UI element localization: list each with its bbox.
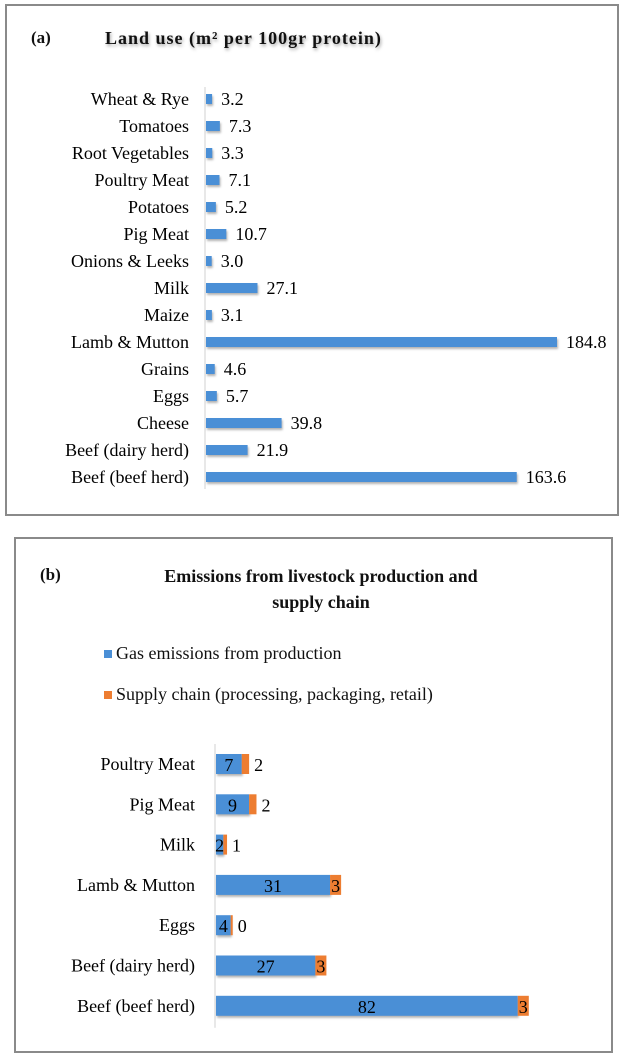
legend-item-production: Gas emissions from production	[104, 643, 341, 664]
category-label: Onions & Leeks	[71, 251, 189, 271]
bar-production	[216, 794, 250, 815]
value-label: 39.8	[291, 413, 323, 433]
value-label: 3.2	[221, 89, 244, 109]
bar	[206, 148, 213, 158]
value-label: 184.8	[566, 332, 607, 352]
value-label: 21.9	[257, 440, 289, 460]
bar-supply-chain	[241, 754, 250, 774]
value-label-production: 7	[224, 755, 233, 775]
bar	[206, 283, 258, 293]
bar	[206, 94, 213, 104]
value-label: 27.1	[266, 278, 298, 298]
emissions-panel: (b) Emissions from livestock production …	[14, 537, 613, 1053]
bar-production	[216, 834, 224, 855]
category-label: Beef (dairy herd)	[65, 440, 189, 461]
value-label-production: 2	[215, 836, 224, 856]
category-label: Grains	[141, 359, 189, 379]
bar	[206, 337, 557, 347]
bar-supply-chain	[330, 874, 342, 895]
value-label: 5.2	[225, 197, 248, 217]
bar	[206, 364, 215, 374]
value-label: 7.1	[228, 170, 251, 190]
bar-supply-chain	[249, 794, 257, 815]
bar	[206, 445, 248, 455]
legend-item-supply-chain: Supply chain (processing, packaging, ret…	[104, 684, 433, 705]
panel-tag-b: (b)	[40, 565, 61, 584]
category-label: Wheat & Rye	[91, 89, 189, 109]
panel-tag-a: (a)	[31, 28, 51, 47]
value-label-production: 82	[358, 997, 376, 1017]
category-label: Eggs	[159, 915, 195, 935]
value-label: 3.1	[221, 305, 244, 325]
value-label: 10.7	[235, 224, 267, 244]
category-label: Pig Meat	[130, 794, 196, 814]
bar	[206, 175, 220, 185]
category-label: Milk	[160, 835, 195, 855]
chart-title-a: Land use (m² per 100gr protein)	[105, 28, 382, 48]
chart-title-b-line1: Emissions from livestock production and	[164, 566, 478, 586]
bar-supply-chain	[517, 995, 529, 1016]
value-label-supply-chain: 1	[232, 836, 241, 856]
category-label: Beef (dairy herd)	[71, 956, 195, 977]
bar	[206, 256, 212, 266]
bar	[206, 472, 517, 482]
bar	[206, 202, 216, 212]
bar-production	[216, 874, 331, 895]
value-label: 3.3	[221, 143, 244, 163]
bar	[206, 229, 227, 239]
chart-title-b-line2: supply chain	[272, 592, 370, 612]
category-label: Lamb & Mutton	[71, 332, 189, 352]
category-label: Milk	[154, 278, 189, 298]
bar-supply-chain	[315, 955, 327, 976]
value-label-production: 4	[219, 916, 228, 936]
bar	[206, 121, 220, 131]
value-label-supply-chain: 2	[254, 755, 263, 775]
land-use-panel: (a) Land use (m² per 100gr protein) Whea…	[5, 4, 619, 516]
legend-label-supply-chain: Supply chain (processing, packaging, ret…	[116, 684, 433, 704]
bar-production	[216, 995, 518, 1016]
category-label: Tomatoes	[119, 116, 189, 136]
bar-production	[216, 754, 242, 774]
value-label: 7.3	[229, 116, 252, 136]
bar-production	[216, 915, 231, 936]
value-label-production: 27	[257, 957, 275, 977]
category-label: Potatoes	[128, 197, 189, 217]
value-label-supply-chain: 2	[261, 795, 270, 815]
category-label: Poultry Meat	[95, 170, 190, 190]
value-label-production: 31	[264, 876, 282, 896]
chart-title-b: Emissions from livestock production and …	[106, 563, 536, 615]
bar	[206, 310, 212, 320]
category-label: Cheese	[137, 413, 189, 433]
category-label: Poultry Meat	[101, 754, 196, 774]
value-label: 163.6	[526, 467, 567, 487]
value-label-supply-chain: 3	[519, 997, 528, 1017]
value-label-supply-chain: 0	[238, 916, 247, 936]
category-label: Root Vegetables	[72, 143, 189, 163]
category-label: Pig Meat	[124, 224, 190, 244]
bar-production	[216, 955, 316, 976]
value-label-supply-chain: 3	[331, 876, 340, 896]
legend-label-production: Gas emissions from production	[116, 643, 342, 663]
bar	[206, 391, 217, 401]
value-label: 4.6	[224, 359, 247, 379]
value-label: 3.0	[221, 251, 244, 271]
value-label-supply-chain: 3	[316, 957, 325, 977]
category-label: Eggs	[153, 386, 189, 406]
value-label-production: 9	[228, 795, 237, 815]
category-label: Beef (beef herd)	[71, 467, 189, 488]
value-label: 5.7	[226, 386, 249, 406]
bar-supply-chain	[223, 834, 228, 855]
bar	[206, 418, 282, 428]
category-label: Maize	[144, 305, 189, 325]
category-label: Lamb & Mutton	[77, 875, 195, 895]
legend-swatch-production	[104, 649, 112, 658]
bar-supply-chain	[230, 915, 233, 936]
land-use-chart: Wheat & Rye 3.2 Tomatoes 7.3 Root Vegetables…	[65, 87, 607, 489]
category-label: Beef (beef herd)	[77, 996, 195, 1017]
legend-swatch-supply-chain	[104, 690, 112, 699]
